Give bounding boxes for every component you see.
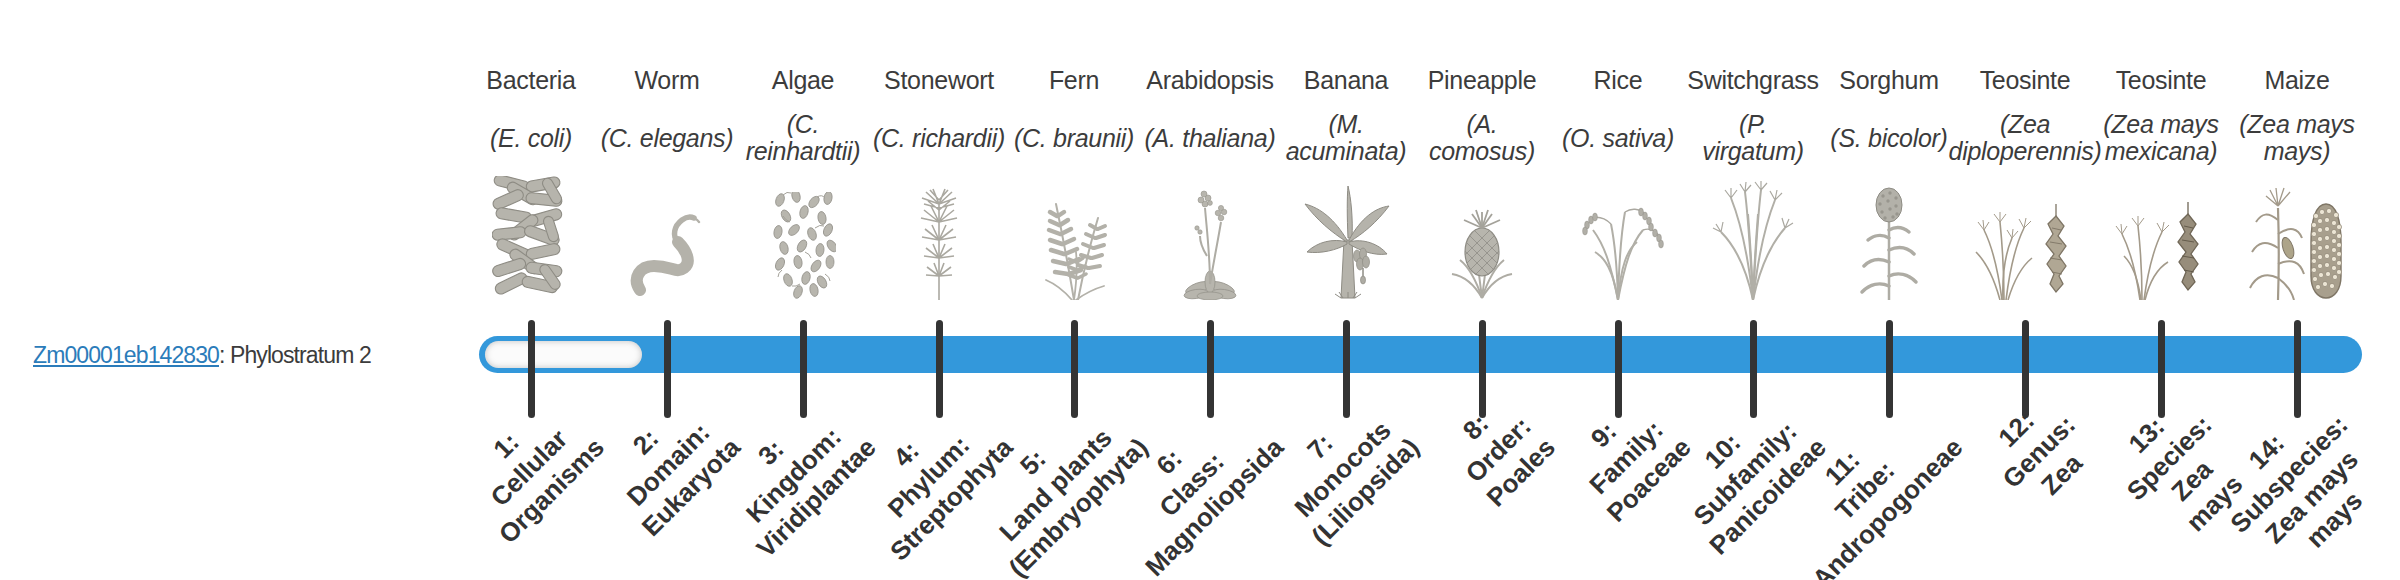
organism-column-maize: Maize (Zea mays mays) <box>2197 0 2397 580</box>
phylostratum-label: 14: Subspecies: Zea mays mays <box>2201 386 2400 580</box>
gene-label: Zm00001eb142830: Phylostratum 2 <box>33 342 371 369</box>
organism-common-name: Maize <box>2187 66 2400 95</box>
maize-illustration <box>2197 168 2397 300</box>
gene-id-link[interactable]: Zm00001eb142830 <box>33 342 219 368</box>
phylostratigraphy-chart: Zm00001eb142830: Phylostratum 2 Bacteria… <box>0 0 2400 580</box>
organism-scientific-name: (Zea mays mays) <box>2167 102 2400 174</box>
gene-phylostratum-text: : Phylostratum 2 <box>219 342 371 368</box>
